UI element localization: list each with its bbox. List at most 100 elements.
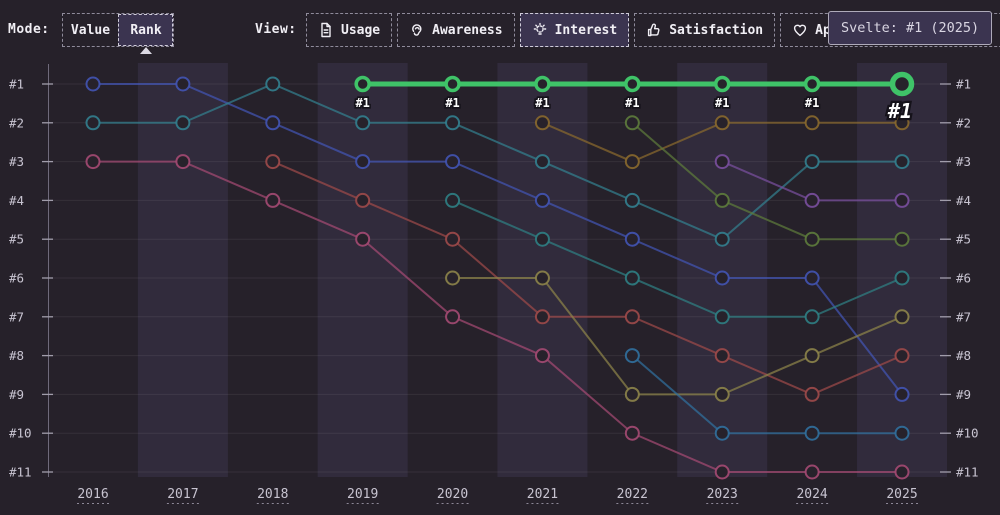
data-point[interactable] <box>85 115 101 131</box>
mode-option-rank[interactable]: Rank <box>118 14 173 46</box>
data-point[interactable] <box>714 154 730 170</box>
data-point[interactable] <box>889 71 915 97</box>
data-point[interactable] <box>445 231 461 247</box>
rank-tick-label-left: #4 <box>9 193 24 208</box>
data-point[interactable] <box>444 75 461 93</box>
data-point[interactable] <box>534 75 551 93</box>
data-point[interactable] <box>534 154 550 170</box>
data-point[interactable] <box>804 270 820 286</box>
data-point[interactable] <box>534 309 550 325</box>
data-point[interactable] <box>534 270 550 286</box>
year-label[interactable]: 2018 <box>257 487 288 502</box>
data-point[interactable] <box>355 231 371 247</box>
data-point[interactable] <box>894 192 910 208</box>
data-point[interactable] <box>265 192 281 208</box>
view-option-usage[interactable]: Usage <box>306 13 393 47</box>
data-point[interactable] <box>624 192 640 208</box>
data-point[interactable] <box>714 464 730 480</box>
data-point[interactable] <box>714 231 730 247</box>
data-point[interactable] <box>894 386 910 402</box>
data-point[interactable] <box>713 75 731 93</box>
data-point[interactable] <box>894 464 910 480</box>
rank-annotation: #1 <box>805 96 819 110</box>
mode-toggle: Value Rank <box>62 13 174 47</box>
data-point[interactable] <box>894 231 910 247</box>
data-point[interactable] <box>354 75 371 93</box>
data-point[interactable] <box>175 154 191 170</box>
data-point[interactable] <box>534 231 550 247</box>
data-point[interactable] <box>714 425 730 441</box>
data-point[interactable] <box>714 309 730 325</box>
year-label[interactable]: 2024 <box>796 487 827 502</box>
mode-option-value[interactable]: Value <box>63 14 118 46</box>
data-point[interactable] <box>534 192 550 208</box>
data-point[interactable] <box>624 231 640 247</box>
data-point[interactable] <box>624 386 640 402</box>
view-option-interest[interactable]: Interest <box>519 13 630 47</box>
data-point[interactable] <box>624 348 640 364</box>
data-point[interactable] <box>534 115 550 131</box>
year-label[interactable]: 2017 <box>167 487 198 502</box>
data-point[interactable] <box>804 231 820 247</box>
data-point[interactable] <box>624 75 641 93</box>
series-line-series-rose <box>93 160 903 473</box>
year-label[interactable]: 2025 <box>886 487 917 502</box>
data-point[interactable] <box>624 115 640 131</box>
data-point[interactable] <box>355 115 371 131</box>
data-point[interactable] <box>894 154 910 170</box>
year-label[interactable]: 2021 <box>527 487 558 502</box>
data-point[interactable] <box>804 386 820 402</box>
year-band <box>497 63 588 477</box>
toolbar: Mode: Value Rank View: Usage Awarenes <box>0 0 1000 60</box>
year-label[interactable]: 2016 <box>77 487 108 502</box>
data-point[interactable] <box>445 270 461 286</box>
year-band <box>137 63 228 477</box>
data-point[interactable] <box>714 348 730 364</box>
data-point[interactable] <box>265 115 281 131</box>
data-point[interactable] <box>714 386 730 402</box>
data-point[interactable] <box>445 115 461 131</box>
data-point[interactable] <box>804 309 820 325</box>
data-point[interactable] <box>265 76 281 92</box>
data-point[interactable] <box>714 270 730 286</box>
data-point[interactable] <box>804 154 820 170</box>
data-point[interactable] <box>624 154 640 170</box>
data-point[interactable] <box>265 154 281 170</box>
data-point[interactable] <box>175 76 191 92</box>
data-point[interactable] <box>714 115 730 131</box>
data-point[interactable] <box>355 192 371 208</box>
data-point[interactable] <box>355 154 371 170</box>
data-point[interactable] <box>894 425 910 441</box>
data-point[interactable] <box>534 348 550 364</box>
rank-tick-label-left: #5 <box>9 232 24 247</box>
data-point[interactable] <box>445 309 461 325</box>
view-option-satisfaction[interactable]: Satisfaction <box>634 13 776 47</box>
year-label[interactable]: 2022 <box>617 487 648 502</box>
data-point[interactable] <box>445 192 461 208</box>
data-point[interactable] <box>894 270 910 286</box>
data-point[interactable] <box>894 309 910 325</box>
data-point[interactable] <box>894 348 910 364</box>
data-point[interactable] <box>804 464 820 480</box>
year-label[interactable]: 2020 <box>437 487 468 502</box>
data-point[interactable] <box>85 154 101 170</box>
year-label[interactable]: 2019 <box>347 487 378 502</box>
data-point[interactable] <box>714 192 730 208</box>
data-point[interactable] <box>804 115 820 131</box>
rank-tick-label-left: #10 <box>9 426 32 441</box>
view-option-awareness[interactable]: Awareness <box>397 13 515 47</box>
data-point[interactable] <box>804 348 820 364</box>
rank-tick-label-right: #4 <box>956 193 971 208</box>
data-point[interactable] <box>894 115 910 131</box>
data-point[interactable] <box>175 115 191 131</box>
data-point[interactable] <box>804 192 820 208</box>
data-point[interactable] <box>624 425 640 441</box>
data-point[interactable] <box>624 309 640 325</box>
view-option-label: Satisfaction <box>669 22 764 38</box>
data-point[interactable] <box>804 425 820 441</box>
data-point[interactable] <box>445 154 461 170</box>
data-point[interactable] <box>803 75 821 93</box>
year-label[interactable]: 2023 <box>707 487 738 502</box>
data-point[interactable] <box>85 76 101 92</box>
data-point[interactable] <box>624 270 640 286</box>
